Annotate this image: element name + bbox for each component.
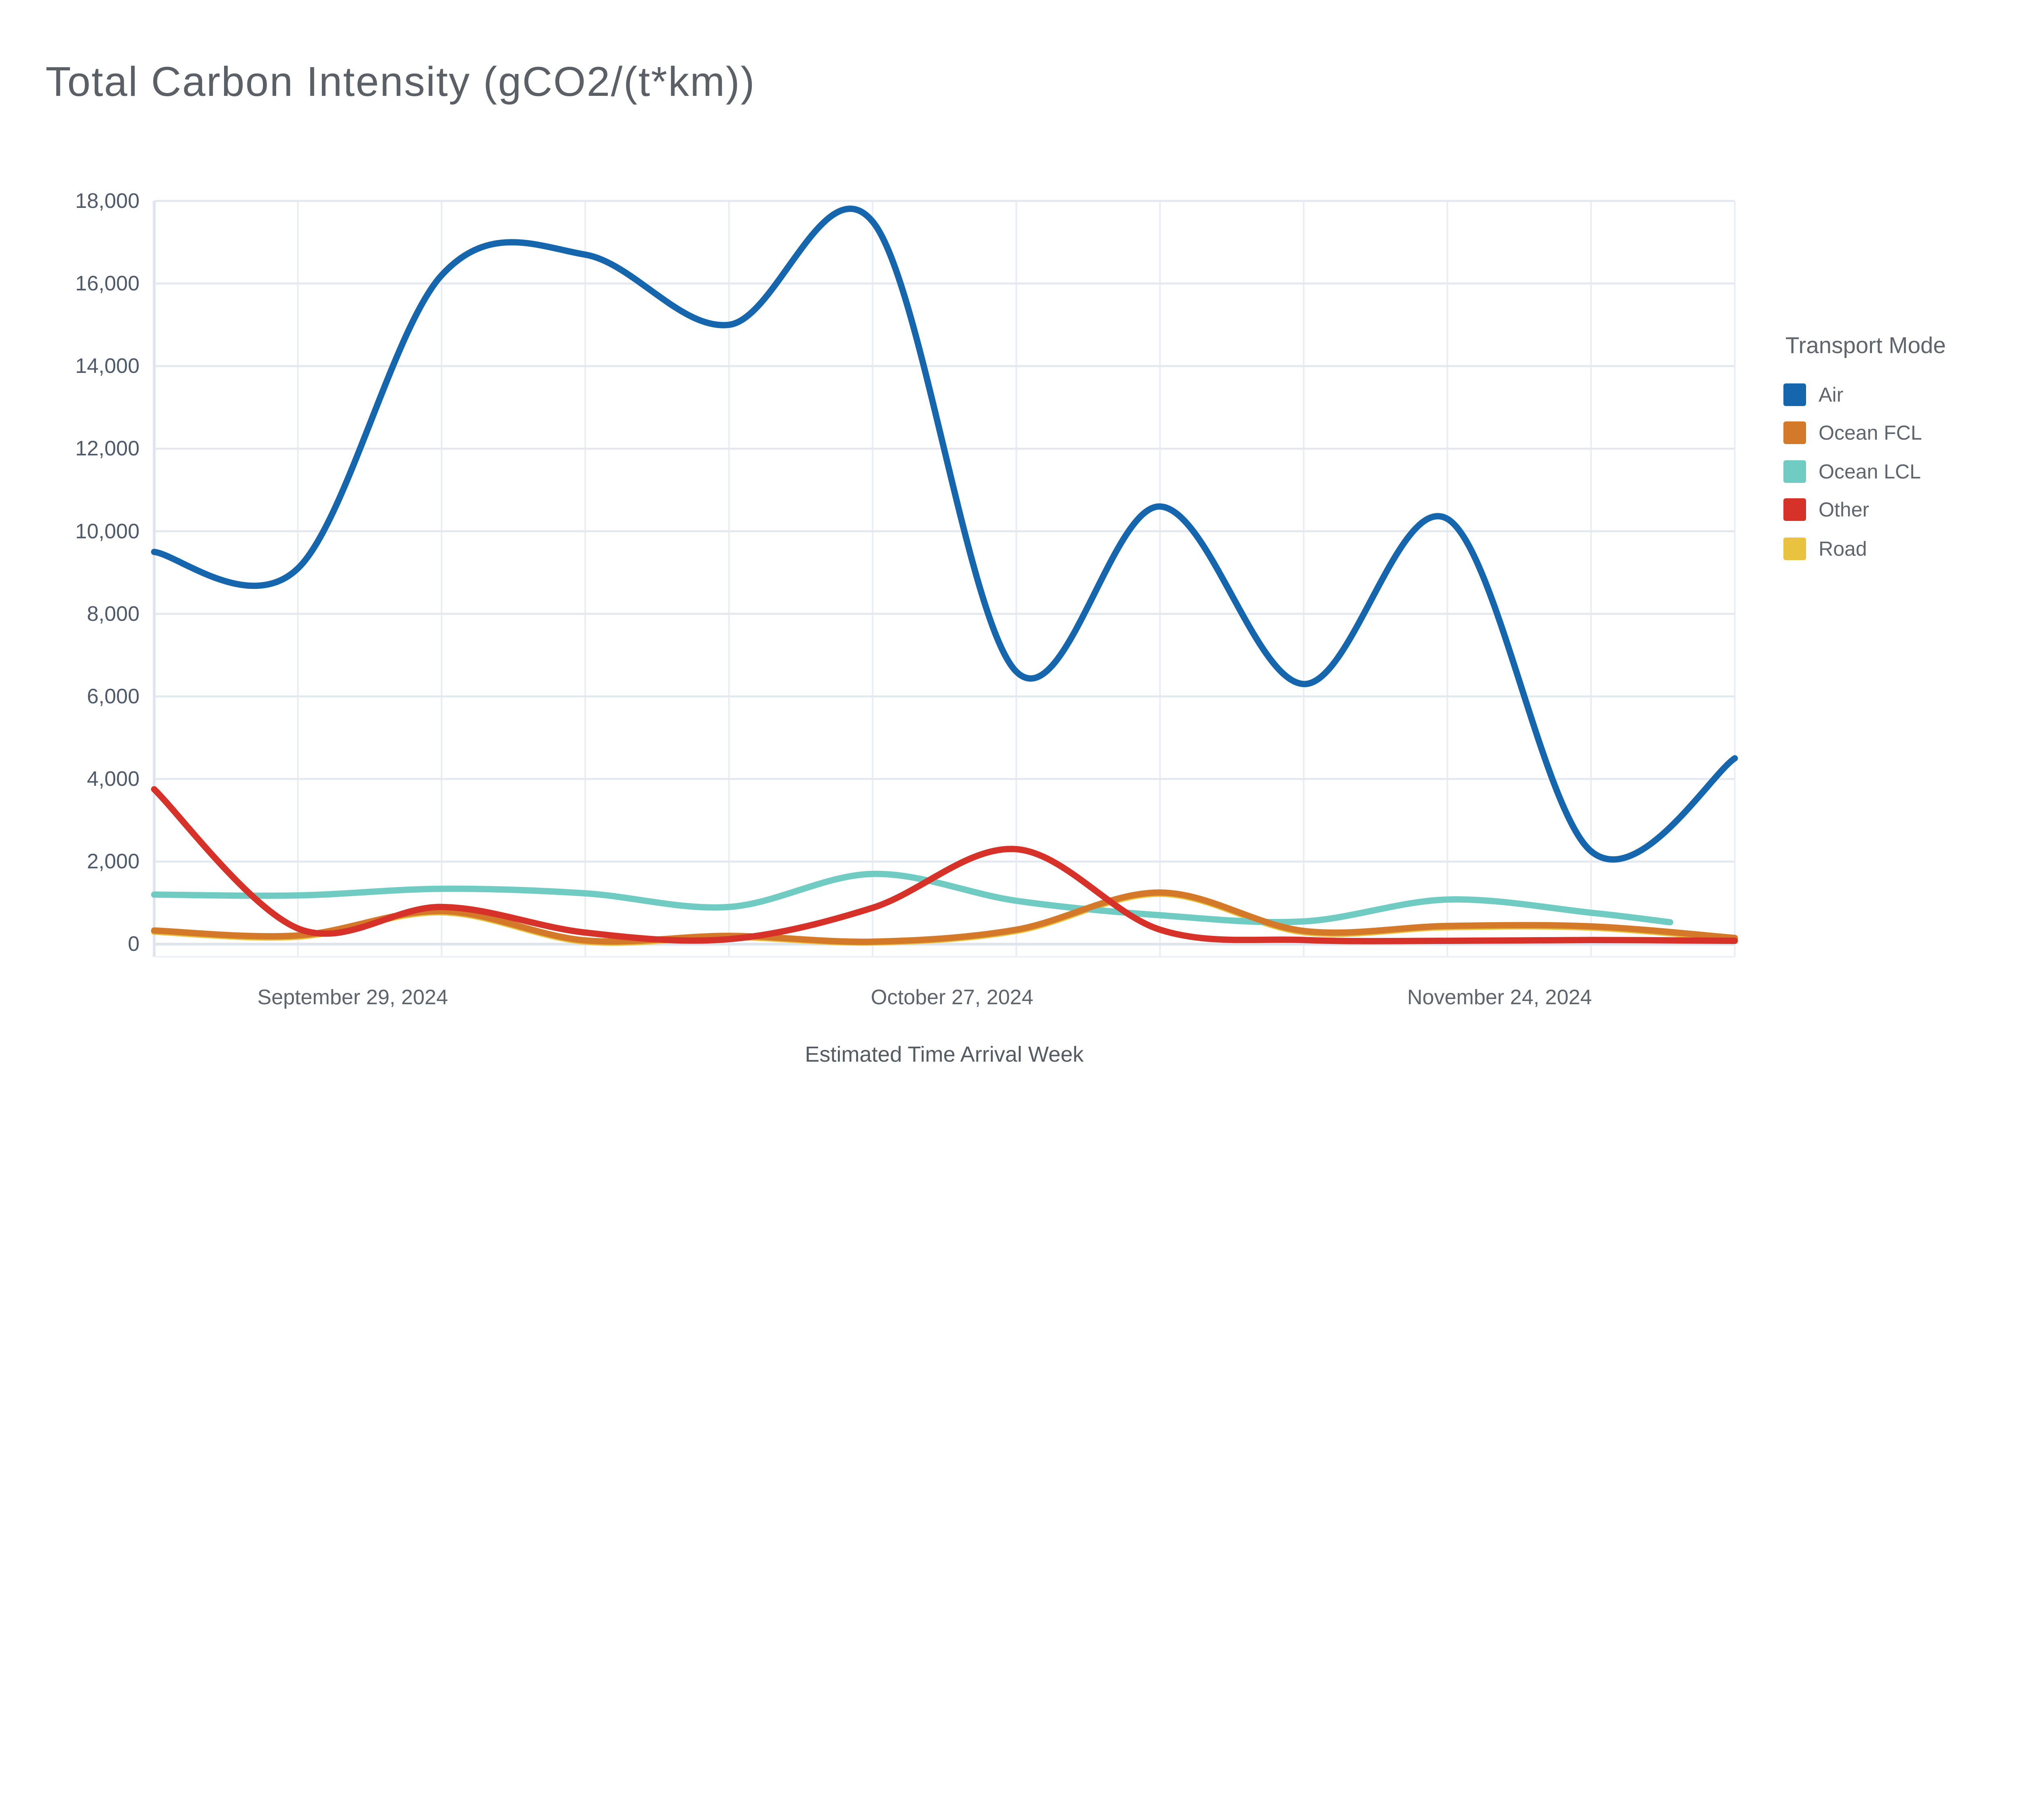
y-tick-10000: 10,000 bbox=[75, 519, 140, 543]
legend-title: Transport Mode bbox=[1785, 332, 1946, 358]
legend-swatch-ocean-fcl bbox=[1783, 421, 1806, 444]
y-tick-18000: 18,000 bbox=[75, 189, 140, 213]
legend-label-ocean-lcl: Ocean LCL bbox=[1819, 460, 1921, 483]
x-tick-october-27-2024: October 27, 2024 bbox=[871, 985, 1034, 1009]
x-tick-september-29-2024: September 29, 2024 bbox=[257, 985, 448, 1009]
legend-swatch-road bbox=[1783, 538, 1806, 561]
chart-title: Total Carbon Intensity (gCO2/(t*km)) bbox=[45, 58, 756, 105]
series-line-other bbox=[151, 786, 1738, 944]
legend-item-other[interactable]: Other bbox=[1783, 498, 1869, 521]
legend-swatch-other bbox=[1783, 498, 1806, 521]
axis-lines bbox=[152, 201, 1735, 958]
series-lines bbox=[151, 205, 1738, 946]
x-axis-title: Estimated Time Arrival Week bbox=[805, 1042, 1084, 1067]
legend-item-ocean-lcl[interactable]: Ocean LCL bbox=[1783, 460, 1921, 483]
y-tick-16000: 16,000 bbox=[75, 272, 140, 296]
legend-swatch-air bbox=[1783, 383, 1806, 406]
legend-swatch-ocean-lcl bbox=[1783, 460, 1806, 483]
legend-item-ocean-fcl[interactable]: Ocean FCL bbox=[1783, 421, 1922, 444]
y-tick-14000: 14,000 bbox=[75, 354, 140, 378]
vertical-gridlines bbox=[153, 201, 1736, 957]
series-line-air bbox=[151, 205, 1738, 863]
chart-container: Total Carbon Intensity (gCO2/(t*km)) 0 2,… bbox=[45, 58, 1946, 1067]
y-tick-4000: 4,000 bbox=[87, 767, 140, 791]
series-line-ocean-lcl bbox=[151, 871, 1673, 926]
legend-item-road[interactable]: Road bbox=[1783, 537, 1867, 561]
legend-item-air[interactable]: Air bbox=[1783, 383, 1843, 406]
y-tick-12000: 12,000 bbox=[75, 437, 140, 461]
y-tick-2000: 2,000 bbox=[87, 850, 140, 874]
y-tick-6000: 6,000 bbox=[87, 684, 140, 708]
x-tick-november-24-2024: November 24, 2024 bbox=[1407, 985, 1592, 1009]
legend-label-road: Road bbox=[1819, 538, 1867, 561]
chart-canvas bbox=[151, 200, 1738, 958]
y-tick-8000: 8,000 bbox=[87, 602, 140, 626]
y-tick-0: 0 bbox=[128, 932, 140, 956]
legend-label-air: Air bbox=[1819, 383, 1844, 406]
horizontal-gridlines bbox=[154, 200, 1735, 863]
legend-label-other: Other bbox=[1819, 498, 1870, 521]
legend-label-ocean-fcl: Ocean FCL bbox=[1819, 421, 1922, 444]
